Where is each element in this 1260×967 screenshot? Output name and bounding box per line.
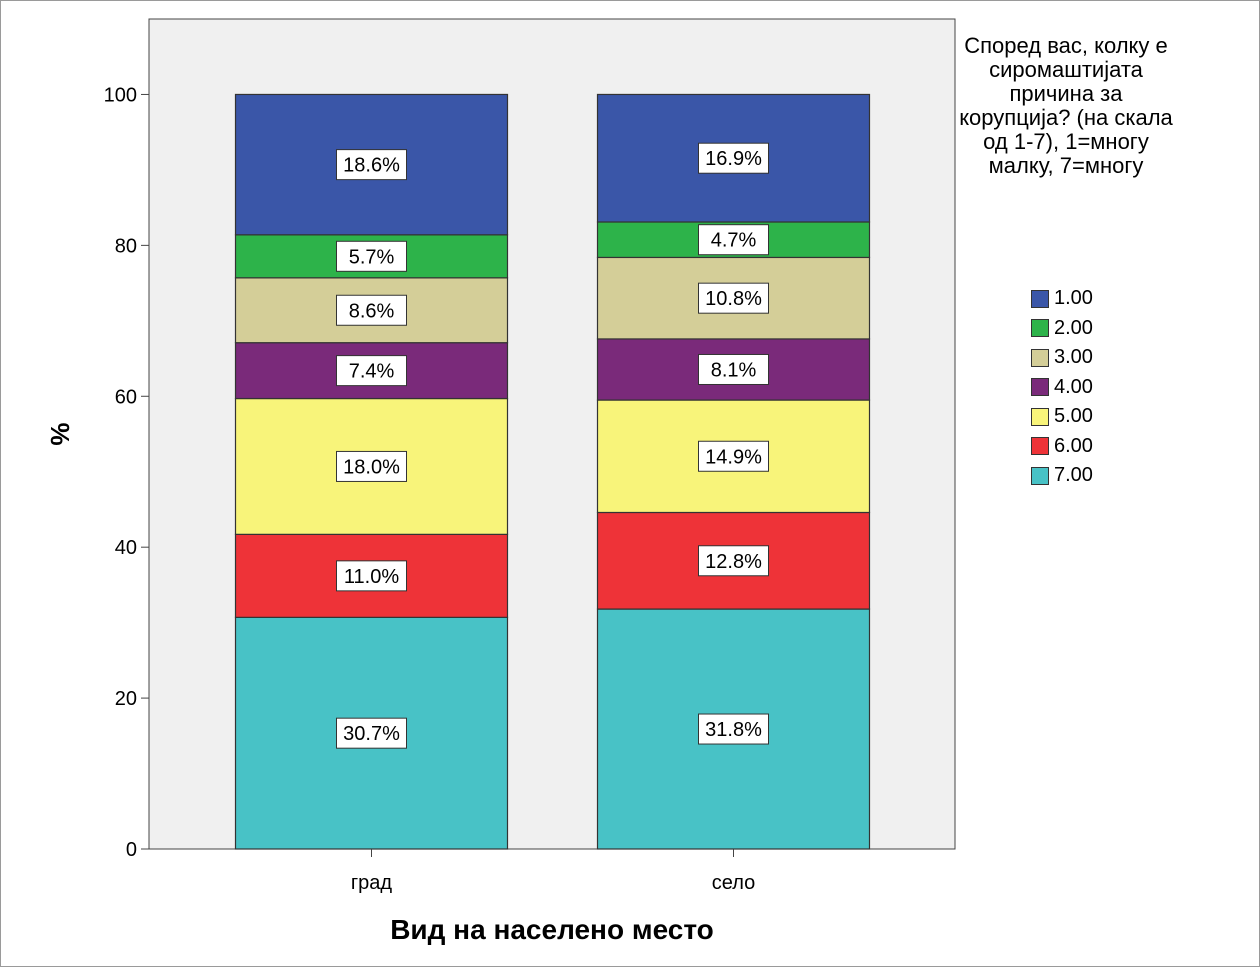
legend-label: 2.00 — [1054, 316, 1093, 339]
data-label-box — [336, 355, 407, 387]
y-tick-label: 80 — [115, 235, 137, 257]
legend-label: 1.00 — [1054, 287, 1093, 310]
data-label: 18.0% — [343, 456, 400, 478]
x-axis-title: Вид на населено место — [390, 914, 714, 945]
y-tick-label: 100 — [104, 84, 137, 106]
legend-swatch — [1031, 407, 1049, 426]
legend-label: 6.00 — [1054, 434, 1093, 457]
legend-swatch — [1031, 437, 1049, 456]
y-tick-label: 60 — [115, 386, 137, 408]
legend-label: 5.00 — [1054, 405, 1093, 428]
data-label-box — [336, 560, 407, 592]
data-label: 8.6% — [349, 300, 395, 322]
data-label: 5.7% — [349, 246, 395, 268]
data-label-box — [698, 440, 769, 472]
data-label: 16.9% — [705, 148, 762, 170]
legend-item: 2.00 — [1031, 314, 1093, 344]
data-label-box — [698, 545, 769, 577]
data-label: 30.7% — [343, 723, 400, 745]
y-tick-label: 0 — [126, 839, 137, 861]
legend-item: 3.00 — [1031, 343, 1093, 373]
data-label-box — [336, 294, 407, 326]
legend-label: 4.00 — [1054, 375, 1093, 398]
legend-item: 7.00 — [1031, 461, 1093, 491]
x-tick-label: село — [712, 872, 755, 894]
data-label: 12.8% — [705, 551, 762, 573]
legend-title: Според вас, колку е сиромаштијата причин… — [959, 33, 1173, 178]
legend-item: 6.00 — [1031, 432, 1093, 462]
data-label-box — [336, 149, 407, 181]
data-label: 7.4% — [349, 361, 395, 383]
data-label-box — [698, 713, 769, 745]
data-label: 18.6% — [343, 155, 400, 177]
data-label-box — [336, 717, 407, 749]
data-label-box — [698, 224, 769, 256]
legend-swatch — [1031, 466, 1049, 485]
y-tick-label: 40 — [115, 537, 137, 559]
legend-swatch — [1031, 319, 1049, 338]
legend-item: 4.00 — [1031, 373, 1093, 403]
legend-swatch — [1031, 378, 1049, 397]
legend-item: 1.00 — [1031, 284, 1093, 314]
data-label-box — [698, 282, 769, 314]
data-label: 4.7% — [711, 230, 757, 252]
data-label-box — [336, 450, 407, 482]
data-label-box — [336, 240, 407, 272]
data-label-box — [698, 353, 769, 385]
data-label: 31.8% — [705, 719, 762, 741]
data-label: 8.1% — [711, 359, 757, 381]
data-label: 14.9% — [705, 446, 762, 468]
legend: 1.00 2.00 3.00 4.00 5.00 6.00 7.00 — [1031, 284, 1093, 491]
y-axis-title: % — [45, 422, 75, 445]
data-label-box — [698, 142, 769, 174]
legend-swatch — [1031, 289, 1049, 308]
legend-label: 7.00 — [1054, 464, 1093, 487]
legend-swatch — [1031, 348, 1049, 367]
data-label: 11.0% — [344, 566, 399, 588]
legend-item: 5.00 — [1031, 402, 1093, 432]
data-label: 10.8% — [705, 288, 762, 310]
x-tick-label: град — [351, 872, 393, 894]
legend-label: 3.00 — [1054, 346, 1093, 369]
y-tick-label: 20 — [115, 688, 137, 710]
